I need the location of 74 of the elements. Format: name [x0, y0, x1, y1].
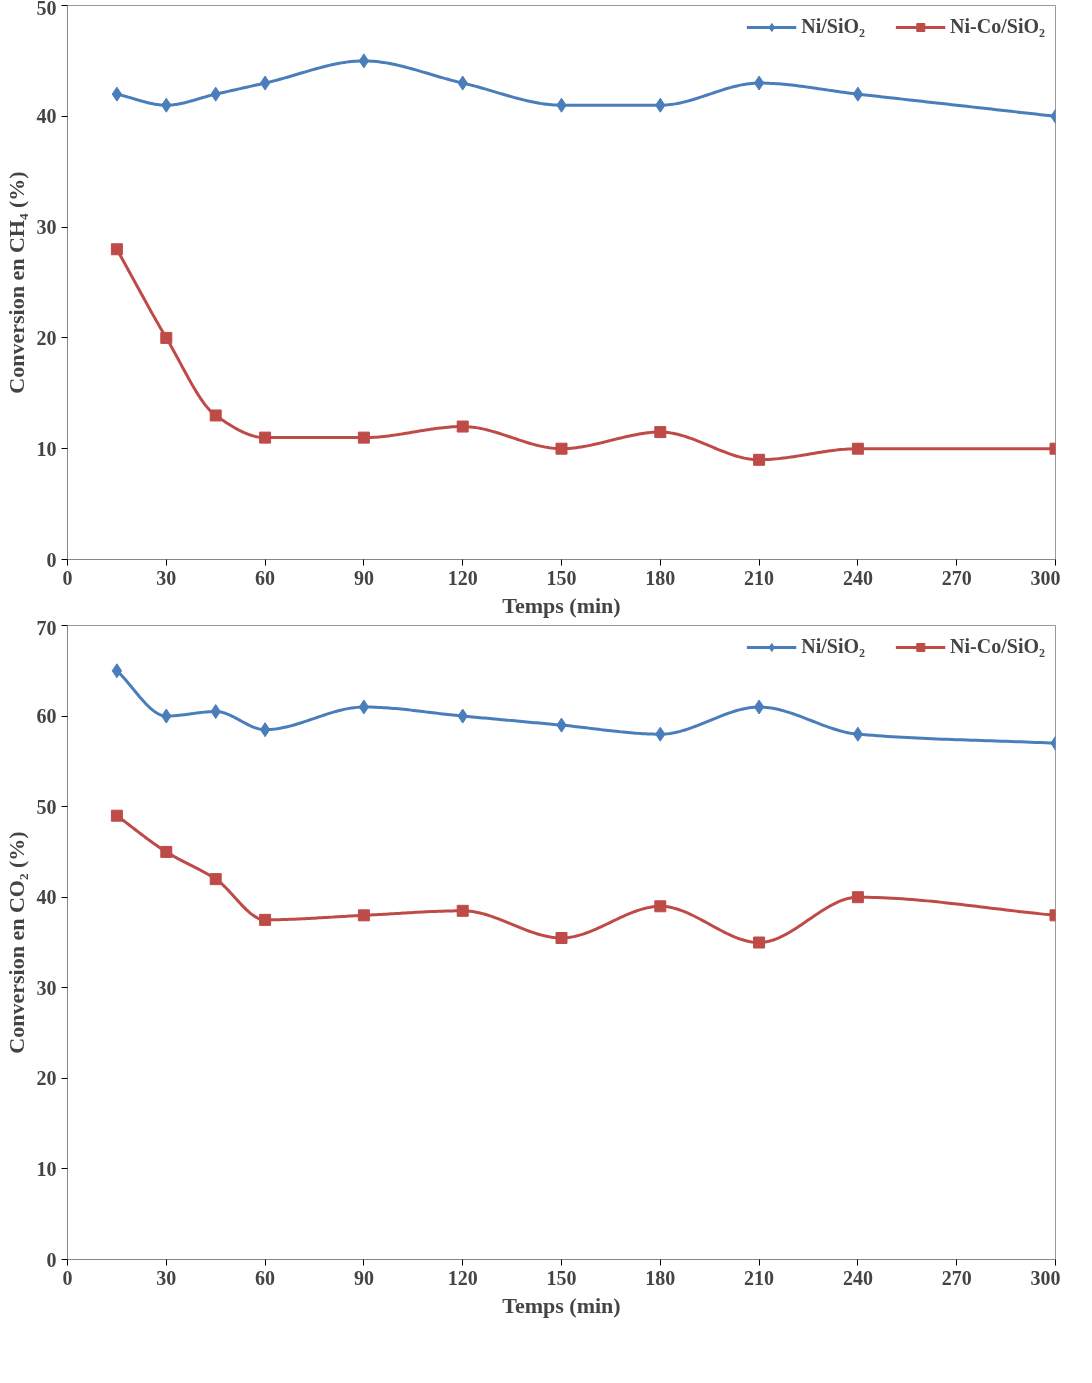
point [753, 936, 766, 949]
point [357, 431, 370, 444]
x-tick-label: 150 [546, 1266, 577, 1289]
point [852, 86, 864, 102]
x-tick-label: 270 [941, 1266, 972, 1289]
point [753, 699, 765, 715]
x-tick-label: 180 [645, 566, 676, 589]
point [259, 431, 272, 444]
x-tick-label: 210 [744, 1266, 775, 1289]
point [160, 845, 173, 858]
point [456, 904, 469, 917]
x-tick-label: 210 [744, 566, 775, 589]
y-tick-label: 20 [36, 1067, 57, 1090]
x-tick-label: 240 [842, 566, 873, 589]
point [555, 442, 568, 455]
y-tick-label: 20 [36, 326, 57, 349]
x-tick-label: 60 [255, 566, 276, 589]
y-tick-label: 30 [36, 216, 57, 239]
point [357, 909, 370, 922]
x-tick-label: 90 [353, 1266, 374, 1289]
y-tick-label: 70 [36, 616, 57, 639]
point [110, 809, 123, 822]
point [110, 243, 123, 256]
x-tick-label: 30 [156, 566, 177, 589]
point [753, 75, 765, 91]
x-tick-label: 300 [1030, 1266, 1061, 1289]
point [654, 900, 667, 913]
y-tick-label: 50 [36, 795, 57, 818]
x-tick-label: 240 [842, 1266, 873, 1289]
y-tick-label: 40 [36, 105, 57, 128]
x-tick-label: 300 [1030, 566, 1061, 589]
y-tick-label: 40 [36, 886, 57, 909]
point [259, 75, 271, 91]
point [852, 726, 864, 742]
y-tick-label: 0 [46, 548, 57, 571]
x-axis-title: Temps (min) [502, 592, 621, 618]
point [555, 931, 568, 944]
y-axis-title: Conversion en CO₂ (%) [3, 831, 29, 1054]
point [111, 663, 123, 679]
x-tick-label: 120 [447, 566, 478, 589]
x-tick-label: 90 [353, 566, 374, 589]
point [358, 53, 370, 69]
y-tick-label: 10 [36, 437, 57, 460]
x-tick-label: 60 [255, 1266, 276, 1289]
legend-label: Ni/SiO₂ [801, 635, 866, 658]
y-tick-label: 50 [36, 0, 57, 19]
y-axis-title: Conversion en CH₄ (%) [3, 171, 29, 394]
x-tick-label: 120 [447, 1266, 478, 1289]
x-tick-label: 0 [62, 566, 73, 589]
legend-label: Ni/SiO₂ [801, 15, 866, 38]
y-tick-label: 10 [36, 1157, 57, 1180]
x-tick-label: 150 [546, 566, 577, 589]
x-tick-label: 270 [941, 566, 972, 589]
point [209, 873, 222, 886]
x-tick-label: 180 [645, 1266, 676, 1289]
x-axis-title: Temps (min) [502, 1292, 621, 1318]
point [111, 86, 123, 102]
y-tick-label: 0 [46, 1248, 57, 1271]
point [358, 699, 370, 715]
point [259, 722, 271, 738]
y-tick-label: 60 [36, 705, 57, 728]
point [851, 891, 864, 904]
point [456, 420, 469, 433]
point [259, 913, 272, 926]
point [654, 426, 667, 439]
point [209, 409, 222, 422]
point [851, 442, 864, 455]
y-tick-label: 30 [36, 976, 57, 999]
x-tick-label: 30 [156, 1266, 177, 1289]
x-tick-label: 0 [62, 1266, 73, 1289]
point [753, 453, 766, 466]
point [160, 331, 173, 344]
legend-label: Ni-Co/SiO₂ [950, 635, 1045, 658]
legend-label: Ni-Co/SiO₂ [950, 15, 1045, 38]
